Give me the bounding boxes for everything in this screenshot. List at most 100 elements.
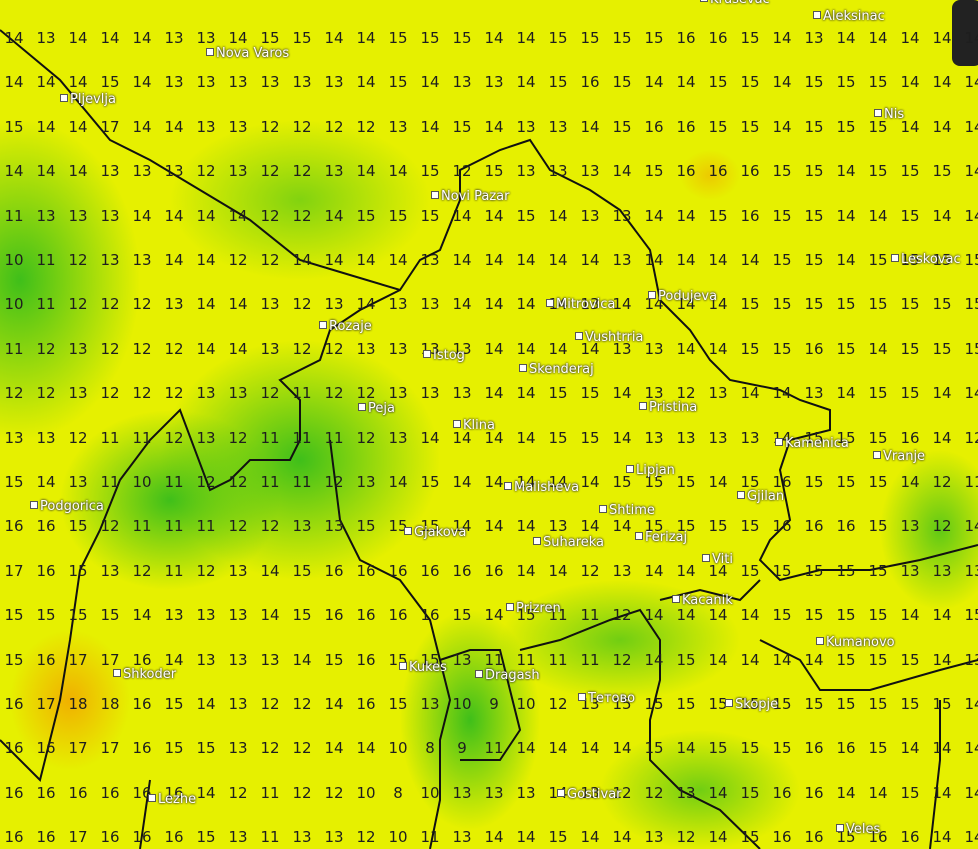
temperature: 15 — [868, 517, 888, 536]
temperature: 14 — [868, 783, 888, 802]
temperature: 11 — [292, 384, 312, 403]
temperature: 14 — [868, 339, 888, 358]
city-label: Malisheva — [504, 481, 579, 495]
city-label: Podujeva — [648, 290, 717, 304]
temperature: 14 — [356, 162, 376, 181]
temperature: 15 — [836, 473, 856, 491]
temperature: 14 — [836, 251, 856, 269]
temperature: 14 — [548, 251, 568, 269]
temperature: 14 — [772, 650, 792, 669]
temperature: 13 — [292, 828, 312, 847]
temperature: 16 — [676, 29, 696, 47]
temperature: 13 — [644, 828, 664, 847]
temperature: 15 — [868, 384, 888, 403]
temperature: 14 — [676, 739, 696, 758]
temperature: 14 — [836, 206, 856, 225]
temperature: 13 — [388, 295, 408, 314]
temperature: 14 — [516, 29, 536, 47]
temperature: 15 — [900, 206, 920, 225]
temperature: 14 — [900, 73, 920, 92]
temperature: 16 — [708, 162, 728, 181]
city-label: Leskovac — [891, 253, 961, 267]
temperature: 14 — [932, 650, 952, 669]
temperature: 16 — [804, 339, 824, 358]
temperature: 15 — [612, 73, 632, 92]
temperature: 15 — [36, 606, 56, 625]
temperature: 13 — [644, 384, 664, 403]
temperature: 14 — [612, 828, 632, 847]
temperature: 15 — [900, 650, 920, 669]
temperature: 15 — [164, 739, 184, 758]
temperature: 10 — [452, 695, 472, 713]
city-label: Istog — [423, 349, 465, 363]
city-label: Vushtrria — [575, 331, 643, 345]
temperature: 16 — [36, 650, 56, 669]
temperature: 13 — [196, 117, 216, 136]
temperature: 15 — [388, 206, 408, 225]
city-label: Ferizaj — [635, 531, 687, 545]
temperature: 14 — [580, 739, 600, 758]
temperature: 12 — [452, 162, 472, 181]
temperature: 15 — [804, 473, 824, 491]
temperature: 15 — [836, 117, 856, 136]
temperature: 16 — [68, 783, 88, 802]
city-label: Gjilan — [737, 490, 784, 504]
temperature: 14 — [548, 561, 568, 580]
temperature: 14 — [516, 384, 536, 403]
temperature: 14 — [708, 339, 728, 358]
temperature: 12 — [132, 384, 152, 403]
temperature: 15 — [676, 650, 696, 669]
temperature: 14 — [516, 561, 536, 580]
temperature: 12 — [612, 650, 632, 669]
temperature: 13 — [324, 162, 344, 181]
temperature: 14 — [964, 206, 978, 225]
temperature: 15 — [4, 650, 24, 669]
temperature: 16 — [36, 783, 56, 802]
temperature: 13 — [484, 783, 504, 802]
temperature: 12 — [260, 206, 280, 225]
temperature: 13 — [420, 295, 440, 314]
temperature: 11 — [164, 517, 184, 536]
city-label: Pristina — [639, 401, 697, 415]
temperature: 16 — [132, 828, 152, 847]
temperature: 13 — [196, 650, 216, 669]
temperature: 15 — [836, 339, 856, 358]
temperature: 15 — [900, 695, 920, 713]
temperature: 16 — [4, 517, 24, 536]
temperature: 15 — [900, 295, 920, 314]
temperature: 14 — [612, 384, 632, 403]
temperature: 13 — [324, 517, 344, 536]
temperature: 11 — [548, 650, 568, 669]
temperature: 12 — [292, 162, 312, 181]
temperature: 12 — [260, 117, 280, 136]
temperature: 16 — [132, 783, 152, 802]
temperature: 15 — [708, 73, 728, 92]
temperature: 13 — [228, 162, 248, 181]
temperature: 14 — [580, 828, 600, 847]
temperature: 14 — [964, 517, 978, 536]
temperature: 16 — [804, 828, 824, 847]
temperature: 15 — [292, 29, 312, 47]
temperature: 14 — [964, 117, 978, 136]
temperature: 12 — [36, 339, 56, 358]
temperature: 13 — [676, 783, 696, 802]
temperature: 14 — [708, 783, 728, 802]
temperature: 15 — [420, 29, 440, 47]
temperature: 15 — [676, 473, 696, 491]
city-label: Peja — [358, 402, 395, 416]
city-label: Mitrovica — [546, 298, 615, 312]
temperature: 14 — [836, 29, 856, 47]
temperature: 16 — [4, 828, 24, 847]
temperature: 15 — [740, 295, 760, 314]
temperature: 14 — [324, 206, 344, 225]
temperature: 14 — [612, 428, 632, 447]
temperature: 13 — [68, 473, 88, 491]
temperature: 12 — [260, 384, 280, 403]
temperature: 14 — [196, 783, 216, 802]
temperature: 12 — [228, 428, 248, 447]
temperature: 15 — [740, 517, 760, 536]
temperature: 15 — [644, 162, 664, 181]
temperature: 13 — [388, 384, 408, 403]
temperature: 11 — [260, 473, 280, 491]
temperature: 16 — [420, 561, 440, 580]
